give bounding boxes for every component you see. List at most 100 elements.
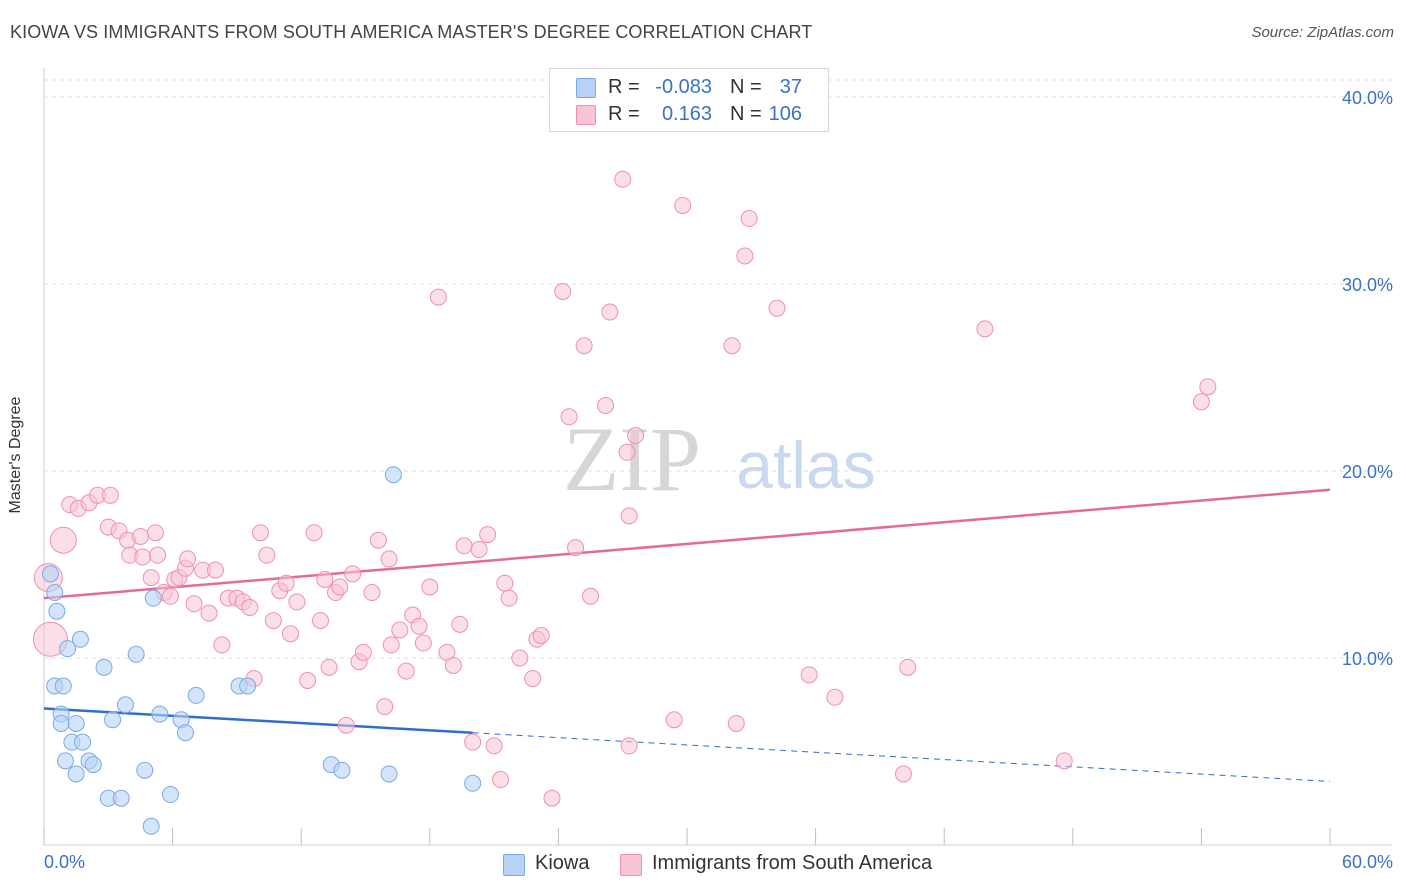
legend-n-value: 106 bbox=[768, 103, 802, 125]
y-tick-label: 30.0% bbox=[1342, 275, 1393, 295]
legend-n-label: N = bbox=[730, 103, 762, 125]
point-immigrants bbox=[146, 524, 164, 542]
legend-r-label: R = bbox=[608, 103, 640, 125]
point-kiowa bbox=[116, 696, 134, 714]
point-immigrants bbox=[410, 617, 428, 635]
point-immigrants bbox=[1055, 752, 1073, 770]
source-credit: Source: ZipAtlas.com bbox=[1251, 24, 1394, 41]
point-immigrants bbox=[391, 621, 409, 639]
point-immigrants bbox=[337, 716, 355, 734]
point-kiowa bbox=[59, 640, 77, 658]
point-immigrants bbox=[826, 688, 844, 706]
y-tick-label: 20.0% bbox=[1342, 462, 1393, 482]
point-immigrants bbox=[369, 531, 387, 549]
chart-title: KIOWA VS IMMIGRANTS FROM SOUTH AMERICA M… bbox=[10, 22, 813, 42]
point-immigrants bbox=[567, 539, 585, 557]
point-kiowa bbox=[136, 761, 154, 779]
point-immigrants bbox=[800, 666, 818, 684]
point-immigrants bbox=[206, 561, 224, 579]
point-kiowa bbox=[144, 589, 162, 607]
trend-lines bbox=[43, 488, 1331, 782]
point-immigrants bbox=[305, 524, 323, 542]
point-immigrants bbox=[674, 196, 692, 214]
point-immigrants bbox=[444, 656, 462, 674]
point-immigrants bbox=[134, 548, 152, 566]
bottom-legend-swatch-kiowa bbox=[503, 854, 525, 876]
point-kiowa bbox=[151, 705, 169, 723]
point-immigrants bbox=[736, 247, 754, 265]
point-kiowa bbox=[84, 756, 102, 774]
point-immigrants bbox=[382, 636, 400, 654]
point-immigrants bbox=[32, 621, 68, 657]
point-immigrants bbox=[281, 625, 299, 643]
x-tick-label: 0.0% bbox=[44, 852, 85, 872]
legend-n-label: N = bbox=[730, 76, 762, 98]
y-tick-label: 10.0% bbox=[1342, 649, 1393, 669]
bottom-legend-label-kiowa: Kiowa bbox=[535, 852, 590, 874]
point-kiowa bbox=[380, 765, 398, 783]
point-immigrants bbox=[397, 662, 415, 680]
trend-line-immigrants bbox=[43, 488, 1331, 600]
point-kiowa bbox=[187, 686, 205, 704]
point-immigrants bbox=[496, 574, 514, 592]
point-kiowa bbox=[239, 677, 257, 695]
point-immigrants bbox=[354, 643, 372, 661]
point-immigrants bbox=[331, 578, 349, 596]
point-immigrants bbox=[543, 789, 561, 807]
point-immigrants bbox=[485, 737, 503, 755]
point-immigrants bbox=[554, 282, 572, 300]
point-kiowa bbox=[46, 584, 64, 602]
point-immigrants bbox=[665, 711, 683, 729]
point-immigrants bbox=[899, 658, 917, 676]
point-immigrants bbox=[344, 565, 362, 583]
point-immigrants bbox=[455, 537, 473, 555]
point-immigrants bbox=[532, 627, 550, 645]
legend-r-value: 0.163 bbox=[661, 103, 712, 125]
point-kiowa bbox=[464, 774, 482, 792]
point-kiowa bbox=[54, 677, 72, 695]
point-immigrants bbox=[213, 636, 231, 654]
point-kiowa bbox=[161, 786, 179, 804]
legend-r-label: R = bbox=[608, 76, 640, 98]
point-immigrants bbox=[894, 765, 912, 783]
point-immigrants bbox=[376, 698, 394, 716]
point-kiowa bbox=[384, 466, 402, 484]
point-immigrants bbox=[1192, 393, 1210, 411]
point-kiowa bbox=[95, 658, 113, 676]
point-immigrants bbox=[1199, 378, 1217, 396]
point-immigrants bbox=[380, 550, 398, 568]
point-immigrants bbox=[740, 210, 758, 228]
point-immigrants bbox=[614, 170, 632, 188]
legend-swatch-immigrants bbox=[576, 105, 596, 125]
point-kiowa bbox=[67, 714, 85, 732]
point-immigrants bbox=[560, 408, 578, 426]
watermark-atlas: atlas bbox=[736, 428, 875, 502]
point-immigrants bbox=[142, 569, 160, 587]
point-immigrants bbox=[597, 397, 615, 415]
point-immigrants bbox=[511, 649, 529, 667]
point-kiowa bbox=[74, 733, 92, 751]
point-immigrants bbox=[727, 714, 745, 732]
point-immigrants bbox=[185, 595, 203, 613]
point-immigrants bbox=[723, 337, 741, 355]
legend-n-value: 37 bbox=[779, 76, 802, 98]
grid-lines bbox=[44, 79, 1392, 659]
point-immigrants bbox=[479, 526, 497, 544]
point-immigrants bbox=[768, 299, 786, 317]
point-immigrants bbox=[320, 658, 338, 676]
series-immigrants-points bbox=[32, 170, 1217, 807]
trend-line-kiowa-extension bbox=[472, 732, 1331, 782]
point-immigrants bbox=[627, 426, 645, 444]
point-immigrants bbox=[288, 593, 306, 611]
point-immigrants bbox=[620, 507, 638, 525]
point-immigrants bbox=[582, 587, 600, 605]
point-kiowa bbox=[48, 602, 66, 620]
legend-r-value: -0.083 bbox=[655, 76, 712, 98]
point-immigrants bbox=[421, 578, 439, 596]
y-tick-label: 40.0% bbox=[1342, 88, 1393, 108]
legend-swatch-kiowa bbox=[576, 78, 596, 98]
point-immigrants bbox=[316, 570, 334, 588]
point-immigrants bbox=[429, 288, 447, 306]
bottom-legend-label-immigrants: Immigrants from South America bbox=[652, 852, 933, 874]
